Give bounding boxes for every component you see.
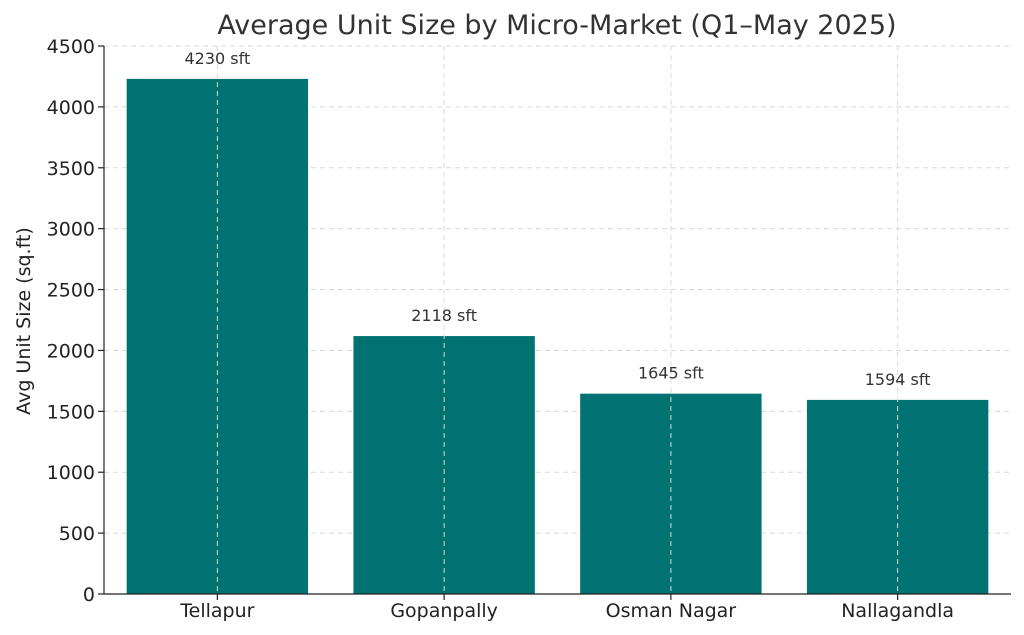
x-tick-label: Nallagandla [841,600,954,622]
y-tick-label: 1000 [47,462,95,484]
data-label: 1645 sft [638,364,704,383]
x-tick-label: Tellapur [179,600,254,622]
x-tick-label: Osman Nagar [606,600,737,622]
y-axis-label: Avg Unit Size (sq.ft) [13,227,35,415]
y-tick-label: 2000 [47,340,95,362]
y-tick-label: 0 [83,584,95,606]
y-tick-label: 3500 [47,158,95,180]
chart-title: Average Unit Size by Micro-Market (Q1–Ma… [217,10,896,41]
axes: 0 500 1000 1500 2000 2500 3000 3500 4000 4500 Tell… [47,36,1011,622]
data-labels: 4230 sft 2118 sft 1645 sft 1594 sft [184,49,930,389]
y-tick-label: 1500 [47,401,95,423]
y-tick-label: 2500 [47,280,95,302]
data-label: 4230 sft [184,49,250,68]
x-tick-label: Gopanpally [390,600,498,622]
vertical-gridlines [216,46,899,594]
y-tick-label: 4500 [47,36,95,58]
bars [126,78,989,594]
y-tick-label: 500 [59,523,95,545]
y-tick-label: 4000 [47,97,95,119]
data-label: 1594 sft [865,370,931,389]
data-label: 2118 sft [411,306,477,325]
y-tick-label: 3000 [47,219,95,241]
